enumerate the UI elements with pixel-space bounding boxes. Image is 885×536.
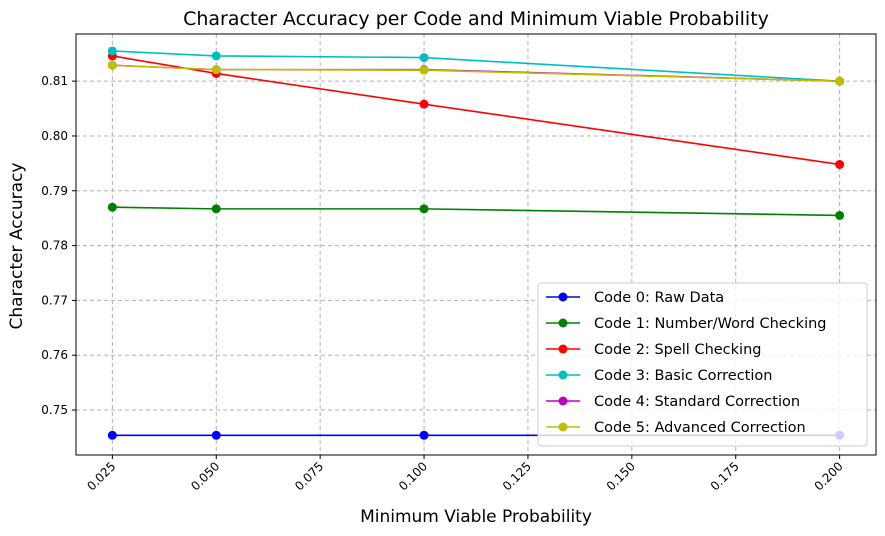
y-axis-ticks: 0.75 0.76 0.77 0.78 0.79 0.80 0.81: [41, 74, 76, 417]
legend-label: Code 2: Spell Checking: [594, 342, 761, 358]
y-tick-label: 0.78: [41, 239, 68, 253]
x-tick-label: 0.025: [84, 459, 118, 493]
data-point: [107, 202, 117, 212]
legend-marker: [558, 318, 568, 328]
legend-box: [537, 282, 868, 447]
legend: Code 0: Raw Data Code 1: Number/Word Chec…: [537, 282, 868, 447]
legend-marker: [558, 422, 568, 432]
x-axis-label: Minimum Viable Probability: [360, 507, 592, 527]
data-point: [835, 159, 845, 169]
series-1: [107, 202, 845, 220]
x-tick-label: 0.100: [396, 459, 430, 493]
series-5: [107, 60, 845, 86]
legend-marker: [558, 344, 568, 354]
legend-item: Code 4: Standard Correction: [546, 394, 800, 410]
series-line: [112, 64, 840, 82]
legend-label: Code 3: Basic Correction: [594, 368, 772, 384]
legend-label: Code 5: Advanced Correction: [594, 420, 806, 436]
series-line: [112, 50, 840, 82]
data-point: [211, 65, 221, 75]
data-point: [835, 210, 845, 220]
data-point: [419, 53, 429, 63]
legend-marker: [558, 396, 568, 406]
y-tick-label: 0.77: [41, 293, 68, 307]
data-point: [419, 430, 429, 440]
legend-item: Code 0: Raw Data: [546, 290, 724, 306]
y-axis-label: Character Accuracy: [7, 163, 27, 330]
legend-item: Code 2: Spell Checking: [546, 342, 761, 358]
y-tick-label: 0.79: [41, 184, 68, 198]
data-point: [107, 46, 117, 56]
data-point: [211, 51, 221, 61]
x-tick-label: 0.075: [292, 459, 326, 493]
x-tick-label: 0.175: [708, 459, 742, 493]
legend-label: Code 1: Number/Word Checking: [594, 316, 827, 332]
series-line: [112, 55, 840, 166]
data-point: [107, 60, 117, 70]
y-tick-label: 0.81: [41, 74, 68, 88]
legend-label: Code 0: Raw Data: [594, 290, 724, 306]
y-tick-label: 0.80: [41, 129, 68, 143]
legend-marker: [558, 370, 568, 380]
y-tick-label: 0.76: [41, 348, 68, 362]
x-tick-label: 0.125: [500, 459, 534, 493]
x-tick-label: 0.200: [812, 459, 846, 493]
legend-label: Code 4: Standard Correction: [594, 394, 800, 410]
data-point: [419, 204, 429, 214]
series-line: [112, 206, 840, 217]
data-point: [835, 76, 845, 86]
x-axis-ticks: 0.025 0.050 0.075 0.100 0.125 0.150 0.175 0.200: [84, 455, 846, 493]
data-point: [419, 99, 429, 109]
legend-item: Code 3: Basic Correction: [546, 368, 772, 384]
chart-title: Character Accuracy per Code and Minimum …: [183, 8, 769, 30]
legend-marker: [558, 292, 568, 302]
legend-item: Code 1: Number/Word Checking: [546, 316, 827, 332]
data-point: [419, 65, 429, 75]
x-tick-label: 0.050: [188, 459, 222, 493]
y-tick-label: 0.75: [41, 403, 68, 417]
data-point: [211, 430, 221, 440]
data-point: [211, 204, 221, 214]
x-tick-label: 0.150: [604, 459, 638, 493]
plot-frame: [75, 33, 877, 456]
legend-item: Code 5: Advanced Correction: [546, 420, 806, 436]
series-layer: [107, 46, 845, 440]
data-point: [107, 430, 117, 440]
